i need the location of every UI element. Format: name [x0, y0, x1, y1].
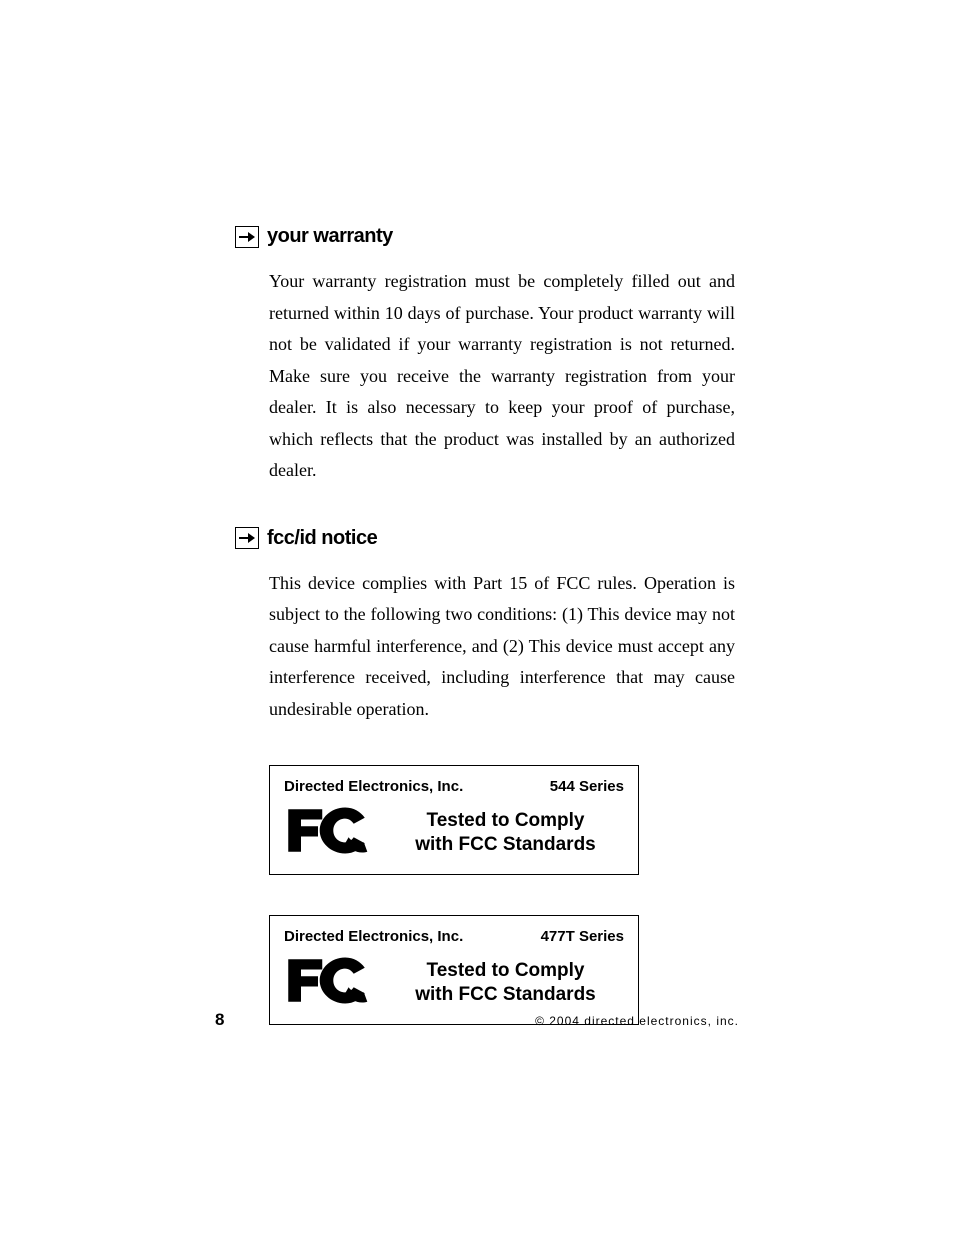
section-body: This device complies with Part 15 of FCC… [235, 568, 735, 726]
fcc-line2: with FCC Standards [387, 833, 624, 857]
page-footer: 8 © 2004 directed electronics, inc. [215, 1010, 739, 1030]
fcc-box-header: Directed Electronics, Inc. 477T Series [284, 928, 624, 945]
fcc-compliance-box-2: Directed Electronics, Inc. 477T Series T… [269, 915, 639, 1025]
series-label: 477T Series [541, 928, 624, 945]
fcc-line2: with FCC Standards [387, 983, 624, 1007]
fcc-line1: Tested to Comply [387, 809, 624, 833]
section-title: fcc/id notice [267, 527, 377, 550]
fcc-section: fcc/id notice This device complies with … [235, 527, 735, 726]
section-body: Your warranty registration must be compl… [235, 266, 735, 487]
fcc-logo-icon [284, 955, 369, 1010]
page-content: your warranty Your warranty registration… [235, 225, 735, 1065]
fcc-compliance-box-1: Directed Electronics, Inc. 544 Series Te… [269, 765, 639, 875]
company-name: Directed Electronics, Inc. [284, 928, 463, 945]
section-title: your warranty [267, 225, 393, 248]
company-name: Directed Electronics, Inc. [284, 778, 463, 795]
fcc-box-body: Tested to Comply with FCC Standards [284, 805, 624, 860]
section-header: fcc/id notice [235, 527, 735, 550]
fcc-line1: Tested to Comply [387, 959, 624, 983]
section-header: your warranty [235, 225, 735, 248]
fcc-compliance-text: Tested to Comply with FCC Standards [387, 809, 624, 857]
copyright-text: © 2004 directed electronics, inc. [535, 1014, 739, 1028]
warranty-section: your warranty Your warranty registration… [235, 225, 735, 487]
fcc-box-body: Tested to Comply with FCC Standards [284, 955, 624, 1010]
page-number: 8 [215, 1010, 224, 1030]
arrow-icon [235, 226, 259, 248]
series-label: 544 Series [550, 778, 624, 795]
fcc-compliance-text: Tested to Comply with FCC Standards [387, 959, 624, 1007]
arrow-icon [235, 527, 259, 549]
fcc-box-header: Directed Electronics, Inc. 544 Series [284, 778, 624, 795]
fcc-logo-icon [284, 805, 369, 860]
